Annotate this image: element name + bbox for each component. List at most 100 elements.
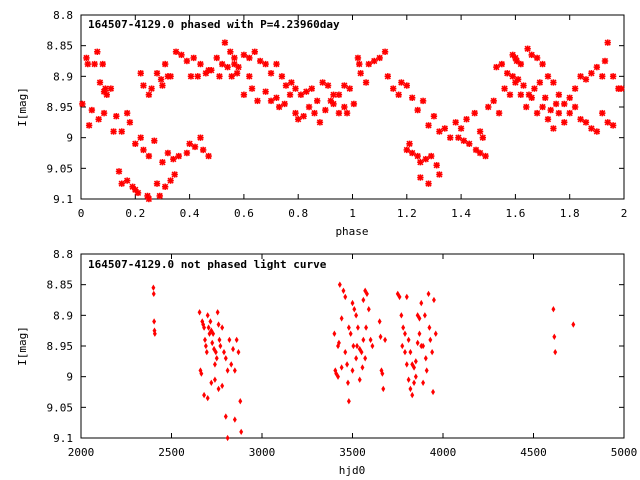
data-point-unphased-45: [223, 413, 228, 420]
data-point-unphased-71: [360, 364, 365, 371]
data-point-unphased-125: [412, 364, 416, 371]
data-point-unphased-32: [225, 367, 230, 374]
data-point-phased-140: [430, 113, 438, 120]
data-point-phased-3: [85, 122, 93, 129]
data-point-phased-127: [365, 60, 372, 68]
data-point-phased-60: [341, 103, 348, 111]
data-point-phased-194: [504, 70, 511, 77]
data-point-unphased-74: [365, 290, 369, 298]
data-point-phased-209: [528, 51, 535, 59]
data-point-unphased-95: [397, 293, 402, 301]
data-point-phased-93: [156, 192, 163, 200]
data-point-phased-198: [525, 91, 533, 98]
chart-title-unphased: 164507-4129.0 not phased light curve: [88, 258, 327, 271]
data-point-phased-151: [490, 97, 497, 105]
data-point-unphased-75: [366, 306, 371, 313]
data-point-phased-207: [517, 60, 525, 68]
data-point-unphased-89: [378, 333, 383, 340]
x-tick-label-unphased-1: 2500: [158, 446, 185, 459]
data-point-phased-145: [457, 125, 465, 132]
data-point-phased-15: [145, 91, 153, 98]
x-tick-label-phased-3: 0.6: [234, 207, 254, 220]
data-point-phased-214: [555, 91, 563, 98]
data-point-unphased-14: [205, 312, 210, 319]
data-point-unphased-15: [206, 324, 211, 331]
data-point-phased-188: [466, 140, 473, 147]
data-point-phased-161: [544, 116, 552, 123]
data-point-phased-37: [228, 73, 235, 80]
data-point-phased-120: [341, 82, 348, 89]
data-point-unphased-21: [212, 345, 216, 353]
data-point-phased-5: [91, 60, 98, 68]
data-point-phased-220: [588, 70, 595, 77]
data-points-unphased: [151, 281, 576, 442]
data-point-phased-70: [137, 134, 144, 141]
data-point-unphased-56: [339, 315, 344, 322]
data-point-phased-199: [531, 85, 538, 92]
chart-panel-unphased: 2000 2500 3000 3500 4000 4500 5000 8.8 8.85 8.9 8.…: [16, 248, 637, 477]
data-point-unphased-65: [352, 306, 357, 313]
data-point-unphased-34: [229, 361, 234, 368]
data-point-unphased-76: [368, 336, 373, 344]
y-tick-label-unphased-6: 9.1: [53, 432, 73, 445]
data-point-unphased-30: [222, 348, 226, 356]
data-point-phased-99: [231, 54, 238, 62]
data-point-phased-33: [213, 54, 220, 62]
data-point-phased-208: [524, 45, 531, 52]
data-point-phased-76: [170, 155, 177, 163]
data-point-phased-16: [148, 85, 155, 92]
data-point-phased-224: [604, 39, 611, 46]
data-point-phased-133: [395, 91, 402, 98]
data-point-phased-56: [322, 106, 329, 114]
data-point-phased-52: [300, 113, 307, 120]
data-point-phased-156: [517, 91, 525, 98]
x-tick-label-phased-2: 0.4: [180, 207, 200, 220]
data-point-unphased-110: [422, 312, 427, 319]
data-point-phased-225: [609, 73, 617, 80]
x-tick-label-phased-8: 1.6: [505, 207, 525, 220]
data-point-phased-42: [248, 85, 256, 92]
data-point-phased-192: [493, 63, 500, 71]
data-point-unphased-27: [217, 336, 222, 344]
data-point-phased-8: [99, 60, 106, 68]
data-point-phased-107: [273, 60, 280, 68]
data-point-unphased-98: [401, 324, 406, 331]
x-tick-label-phased-9: 1.8: [560, 207, 580, 220]
data-point-phased-32: [208, 67, 215, 74]
data-point-unphased-121: [404, 361, 409, 368]
data-point-unphased-122: [406, 376, 411, 383]
data-point-unphased-23: [213, 348, 218, 356]
data-point-phased-7: [96, 79, 104, 86]
data-point-phased-171: [599, 109, 606, 117]
data-point-phased-75: [164, 149, 172, 157]
data-point-unphased-2: [152, 318, 157, 325]
y-tick-label-phased-4: 9: [66, 132, 73, 145]
y-tick-label-unphased-0: 8.8: [53, 248, 73, 261]
data-point-phased-10: [102, 85, 109, 92]
data-point-phased-29: [197, 60, 204, 68]
data-point-unphased-106: [415, 312, 420, 319]
data-point-unphased-28: [218, 342, 223, 350]
data-point-unphased-83: [354, 355, 359, 362]
data-point-unphased-47: [238, 398, 243, 405]
data-point-phased-106: [267, 70, 275, 77]
data-point-phased-12: [107, 85, 115, 92]
data-point-phased-19: [159, 82, 166, 89]
data-point-unphased-19: [210, 339, 215, 347]
data-point-phased-157: [523, 103, 530, 111]
x-tick-label-phased-4: 0.8: [288, 207, 308, 220]
data-point-unphased-107: [417, 330, 422, 337]
data-point-phased-41: [246, 73, 253, 80]
data-point-phased-104: [256, 57, 264, 65]
data-point-phased-111: [292, 85, 299, 92]
y-tick-label-unphased-5: 9.05: [47, 401, 74, 414]
x-tick-label-unphased-6: 5000: [611, 446, 638, 459]
data-point-unphased-48: [239, 428, 244, 436]
data-point-phased-123: [354, 54, 362, 62]
data-point-unphased-69: [357, 345, 362, 353]
data-point-unphased-101: [406, 336, 411, 344]
data-point-phased-195: [509, 73, 516, 80]
data-point-phased-138: [419, 97, 427, 105]
data-point-unphased-39: [202, 391, 207, 399]
data-point-phased-44: [262, 88, 269, 95]
